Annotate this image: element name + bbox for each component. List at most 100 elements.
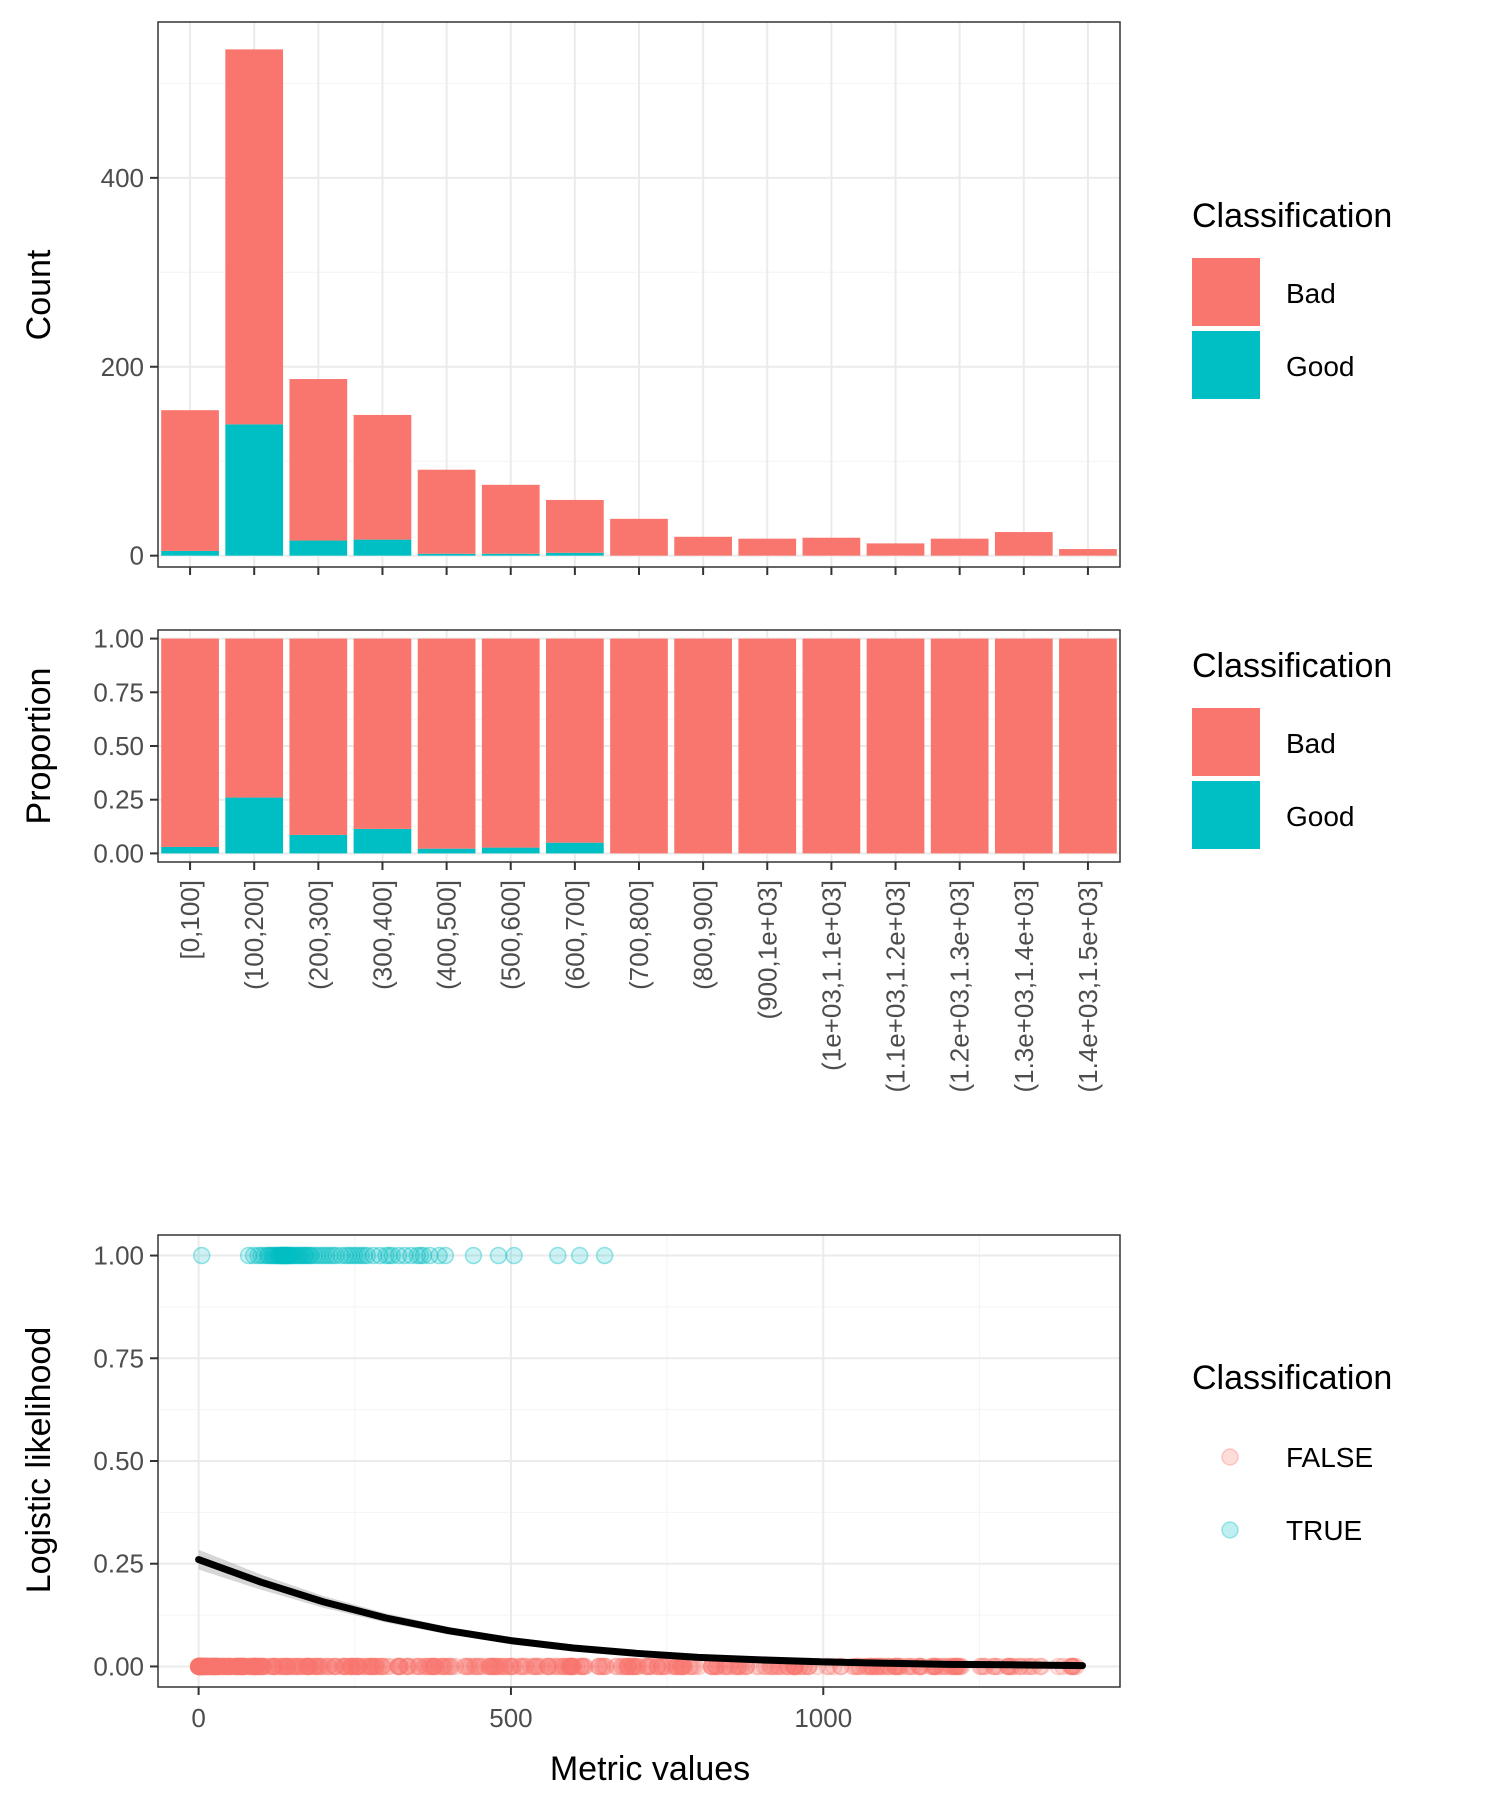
true-point xyxy=(289,1246,308,1265)
false-point xyxy=(343,1657,362,1676)
false-point xyxy=(410,1657,429,1676)
false-point xyxy=(278,1657,296,1676)
false-point xyxy=(346,1657,365,1676)
false-point xyxy=(576,1657,594,1676)
false-point xyxy=(419,1657,438,1676)
false-point xyxy=(190,1657,209,1676)
true-point xyxy=(277,1246,296,1265)
false-point xyxy=(624,1657,643,1676)
false-point xyxy=(442,1657,461,1676)
true-point xyxy=(321,1246,339,1265)
false-point xyxy=(297,1657,316,1676)
false-point xyxy=(594,1657,612,1676)
false-point xyxy=(546,1657,564,1676)
false-point xyxy=(341,1657,359,1676)
false-point xyxy=(667,1657,686,1676)
false-point xyxy=(556,1657,575,1676)
count-legend-key-bad xyxy=(1192,258,1260,326)
false-point xyxy=(206,1657,224,1676)
true-point xyxy=(284,1246,303,1265)
false-point xyxy=(190,1657,208,1676)
proportion-bar-bad xyxy=(161,638,219,847)
false-point xyxy=(335,1657,353,1676)
false-point xyxy=(417,1657,435,1676)
true-point xyxy=(332,1246,350,1265)
false-point xyxy=(199,1657,218,1676)
logistic-x-tick-label: 1000 xyxy=(794,1703,852,1733)
false-point xyxy=(389,1657,408,1676)
category-tick-label: (900,1e+03] xyxy=(752,880,782,1020)
false-point xyxy=(193,1657,211,1676)
true-point xyxy=(274,1246,292,1265)
false-point xyxy=(326,1657,344,1676)
count-y-axis-title: Count xyxy=(20,249,58,340)
false-point xyxy=(204,1657,223,1676)
false-point xyxy=(266,1657,284,1676)
false-point xyxy=(381,1657,399,1676)
false-point xyxy=(299,1657,318,1676)
false-point xyxy=(199,1657,217,1676)
true-point xyxy=(258,1246,277,1265)
false-point xyxy=(189,1657,208,1676)
false-point xyxy=(501,1657,519,1676)
false-point xyxy=(229,1657,248,1676)
count-panel: 0 200 400 Count Classification Bad Good xyxy=(20,21,1392,575)
true-point xyxy=(346,1246,364,1265)
false-point xyxy=(265,1657,283,1676)
false-point xyxy=(189,1657,208,1676)
category-tick-labels: [0,100] (100,200] (200,300] (300,400] (400,5… xyxy=(175,880,1103,1093)
count-bar-good xyxy=(481,553,540,556)
false-point xyxy=(362,1657,380,1676)
false-point xyxy=(574,1657,592,1676)
false-point xyxy=(247,1657,266,1676)
false-point xyxy=(227,1657,246,1676)
false-point xyxy=(192,1657,210,1676)
true-point xyxy=(280,1246,298,1265)
true-point xyxy=(395,1246,414,1265)
true-point xyxy=(355,1246,373,1265)
false-point xyxy=(312,1657,331,1676)
false-point xyxy=(249,1657,268,1676)
count-legend-key-good xyxy=(1192,331,1260,399)
false-point xyxy=(556,1657,575,1676)
true-point xyxy=(282,1246,300,1265)
false-point xyxy=(263,1657,282,1676)
proportion-bar-bad xyxy=(1059,638,1117,854)
category-tick-label: (1.3e+03,1.4e+03] xyxy=(1009,880,1039,1093)
false-point xyxy=(538,1657,557,1676)
false-point xyxy=(300,1657,319,1676)
logistic-legend-label-false: FALSE xyxy=(1286,1442,1373,1473)
false-point xyxy=(325,1657,343,1676)
false-point xyxy=(240,1657,259,1676)
false-point xyxy=(305,1657,323,1676)
false-point xyxy=(192,1657,210,1676)
false-point xyxy=(497,1657,515,1676)
true-point xyxy=(273,1246,292,1265)
false-point xyxy=(264,1657,283,1676)
false-point xyxy=(201,1657,220,1676)
true-point xyxy=(352,1246,370,1265)
false-point xyxy=(362,1657,381,1676)
count-bar-bad xyxy=(353,414,412,540)
false-point xyxy=(278,1657,296,1676)
false-point xyxy=(293,1657,312,1676)
false-point xyxy=(491,1657,510,1676)
false-point xyxy=(221,1657,239,1676)
false-point xyxy=(210,1657,228,1676)
proportion-bar-bad xyxy=(417,638,476,849)
false-point xyxy=(539,1657,557,1676)
proportion-bar-good xyxy=(417,848,476,854)
false-point xyxy=(250,1657,268,1676)
false-point xyxy=(318,1657,336,1676)
proportion-y-tick-label: 0.50 xyxy=(93,731,144,761)
logistic-axes: 0.00 0.25 0.50 0.75 1.00 0 500 1000 xyxy=(93,1241,852,1733)
true-point xyxy=(271,1246,290,1265)
true-point xyxy=(311,1246,330,1265)
true-point xyxy=(249,1246,267,1265)
proportion-y-tick-label: 1.00 xyxy=(93,624,144,654)
false-point xyxy=(391,1657,410,1676)
false-point xyxy=(388,1657,407,1676)
false-point xyxy=(220,1657,239,1676)
category-tick-label: [0,100] xyxy=(175,880,205,960)
false-point xyxy=(434,1657,453,1676)
